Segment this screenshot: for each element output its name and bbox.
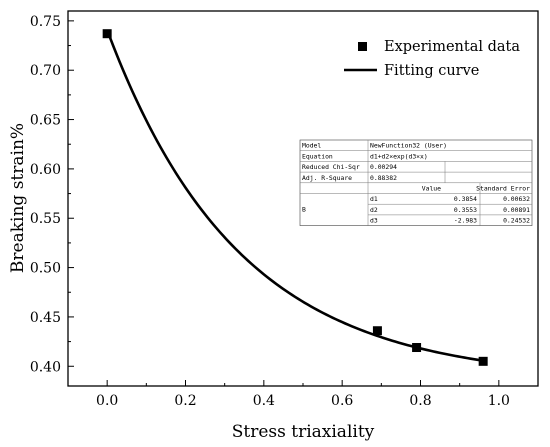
data-point (372, 326, 382, 336)
table-param-value: 0.3854 (454, 195, 477, 203)
legend-label-experimental: Experimental data (384, 39, 520, 55)
table-param-value: -2.983 (454, 217, 477, 225)
table-param-error: 0.00632 (503, 195, 530, 203)
table-label-cell: Adj. R-Square (302, 174, 352, 182)
fit-results-table: Model NewFunction32 (User) Equation d1+d2×e… (299, 139, 533, 226)
data-point (102, 29, 112, 39)
y-tick-label: 0.50 (30, 261, 61, 277)
x-tick-label: 0.6 (331, 393, 353, 409)
table-value-cell: 0.00294 (370, 163, 397, 171)
y-tick-label: 0.40 (30, 359, 61, 375)
y-tick-label: 0.55 (30, 211, 61, 227)
table-value-cell: 0.88382 (370, 174, 397, 182)
table-param-name: d3 (370, 217, 378, 225)
x-tick-label: 0.2 (174, 393, 196, 409)
y-tick-label: 0.45 (30, 310, 61, 326)
data-point (412, 343, 422, 353)
legend-label-fitting: Fitting curve (384, 63, 479, 79)
table-group-cell: B (302, 206, 306, 214)
x-tick-label: 0.8 (409, 393, 431, 409)
y-axis: 0.40 0.45 0.50 0.55 0.60 0.65 0.70 0.75 (30, 14, 74, 375)
table-param-value: 0.3553 (454, 206, 477, 214)
table-param-name: d1 (370, 195, 378, 203)
legend-marker-experimental (358, 42, 367, 51)
y-axis-title: Breaking strain% (8, 123, 28, 273)
y-tick-label: 0.70 (30, 63, 61, 79)
y-tick-label: 0.65 (30, 113, 61, 129)
x-axis: 0.0 0.2 0.4 0.6 0.8 1.0 (96, 380, 510, 409)
table-label-cell: Reduced Chi-Sqr (302, 163, 360, 171)
legend: Experimental data Fitting curve (344, 39, 520, 79)
y-tick-label: 0.60 (30, 162, 61, 178)
table-param-error: 0.00891 (503, 206, 530, 214)
x-tick-label: 0.0 (96, 393, 118, 409)
series-layer (102, 29, 488, 366)
table-label-cell: Model (302, 142, 321, 150)
y-tick-label: 0.75 (30, 14, 61, 30)
table-value-cell: d1+d2×exp(d3×x) (370, 152, 428, 160)
data-point (478, 356, 488, 366)
x-tick-label: 0.4 (253, 393, 275, 409)
table-param-error: 0.24532 (503, 217, 530, 225)
table-value-cell: NewFunction32 (User) (370, 142, 447, 150)
table-header-cell: Standard Error (476, 185, 530, 193)
table-param-name: d2 (370, 206, 378, 214)
table-label-cell: Equation (302, 152, 333, 160)
x-axis-title: Stress triaxiality (232, 422, 375, 442)
x-tick-label: 1.0 (488, 393, 510, 409)
table-header-cell: Value (422, 185, 441, 193)
